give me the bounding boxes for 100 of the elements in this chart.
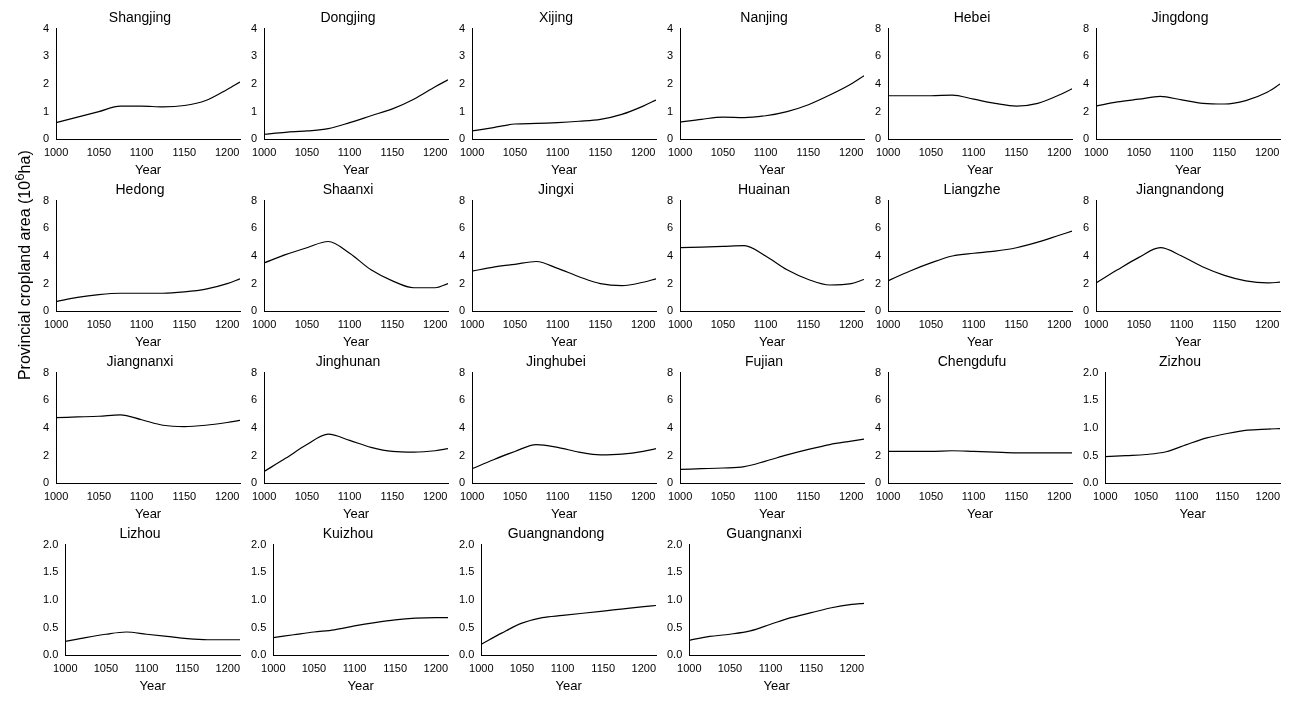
y-tick-label: 4 <box>458 421 466 434</box>
x-tick-label: 1150 <box>588 489 613 502</box>
y-tick-label: 0.0 <box>1082 476 1099 489</box>
chart-title: Guangnandong <box>507 525 605 542</box>
chart-title: Hedong <box>115 181 165 198</box>
y-tick-label: 2.0 <box>1082 365 1099 378</box>
x-tick-label: 1200 <box>630 489 656 502</box>
x-tick-label: 1100 <box>1174 489 1199 502</box>
y-tick-label: 6 <box>874 393 882 406</box>
y-tick-label: 3 <box>42 49 50 62</box>
y-tick-label: 6 <box>458 221 466 234</box>
y-tick-label: 8 <box>666 193 674 206</box>
y-tick-label: 8 <box>1082 193 1090 206</box>
x-tick-label: 1200 <box>422 489 448 502</box>
x-axis-title: Year <box>342 333 370 349</box>
y-tick-label: 2 <box>874 276 882 289</box>
y-tick-label: 1.0 <box>458 593 475 606</box>
x-tick-label: 1200 <box>422 145 448 158</box>
x-axis-title: Year <box>763 677 791 693</box>
y-tick-label: 1 <box>250 104 258 117</box>
chart-title: Shangjing <box>108 9 172 26</box>
chart-title: Jinghubei <box>526 353 586 370</box>
x-tick-label: 1150 <box>591 661 616 674</box>
x-tick-label: 1200 <box>838 317 864 330</box>
y-tick-label: 1.0 <box>42 593 59 606</box>
y-tick-label: 8 <box>458 193 466 206</box>
y-tick-label: 0.5 <box>42 620 59 633</box>
x-tick-label: 1000 <box>677 661 702 674</box>
y-tick-label: 0 <box>458 476 466 489</box>
x-tick-label: 1050 <box>294 145 320 158</box>
y-tick-label: 6 <box>874 49 882 62</box>
y-tick-label: 2.0 <box>666 537 683 550</box>
x-tick-label: 1000 <box>469 661 494 674</box>
y-tick-label: 1.5 <box>458 565 475 578</box>
y-tick-label: 2 <box>42 276 50 289</box>
chart-title: Fujian <box>744 353 784 370</box>
x-tick-label: 1150 <box>383 661 408 674</box>
x-tick-label: 1100 <box>758 661 783 674</box>
y-tick-label: 4 <box>42 21 50 34</box>
y-tick-label: 8 <box>874 365 882 378</box>
x-tick-label: 1150 <box>796 145 821 158</box>
x-axis-title: Year <box>550 161 578 177</box>
line-series <box>56 414 240 428</box>
x-tick-label: 1200 <box>214 489 240 502</box>
x-tick-label: 1200 <box>1254 317 1280 330</box>
x-tick-label: 1200 <box>1046 317 1072 330</box>
y-tick-label: 1.0 <box>666 593 683 606</box>
y-tick-label: 8 <box>42 193 50 206</box>
y-tick-label: 4 <box>666 421 674 434</box>
y-tick-label: 0.5 <box>458 620 475 633</box>
x-tick-label: 1100 <box>129 489 154 502</box>
x-tick-label: 1100 <box>961 489 986 502</box>
x-axis-title: Year <box>966 333 994 349</box>
y-tick-label: 4 <box>42 421 50 434</box>
y-tick-label: 8 <box>874 21 882 34</box>
y-tick-label: 0.0 <box>250 648 267 661</box>
chart-title: Jiangnandong <box>1136 181 1224 198</box>
x-tick-label: 1150 <box>1212 317 1237 330</box>
x-tick-label: 1000 <box>43 489 69 502</box>
y-tick-label: 3 <box>458 49 466 62</box>
y-tick-label: 0 <box>666 304 674 317</box>
x-tick-label: 1050 <box>717 661 743 674</box>
x-tick-label: 1150 <box>588 317 613 330</box>
chart-title: Chengdufu <box>937 353 1007 370</box>
x-tick-label: 1000 <box>875 145 901 158</box>
x-axis-title: Year <box>758 161 786 177</box>
x-tick-label: 1050 <box>502 317 528 330</box>
chart-title: Guangnanxi <box>726 525 802 542</box>
x-tick-label: 1150 <box>380 317 405 330</box>
x-tick-label: 1050 <box>509 661 535 674</box>
y-tick-label: 0 <box>874 476 882 489</box>
y-tick-label: 2 <box>1082 276 1090 289</box>
y-tick-label: 0 <box>458 304 466 317</box>
line-series <box>1105 427 1280 458</box>
x-tick-label: 1200 <box>214 145 240 158</box>
x-tick-label: 1200 <box>1255 489 1281 502</box>
y-tick-label: 2 <box>666 77 674 90</box>
x-tick-label: 1150 <box>172 145 197 158</box>
chart-title: Jiangnanxi <box>106 353 174 370</box>
x-tick-label: 1150 <box>1004 489 1029 502</box>
x-tick-label: 1000 <box>1083 317 1109 330</box>
y-tick-label: 1.5 <box>42 565 59 578</box>
chart-title: Dongjing <box>320 9 376 26</box>
y-tick-label: 2 <box>1082 104 1090 117</box>
y-tick-label: 8 <box>458 365 466 378</box>
y-tick-label: 8 <box>666 365 674 378</box>
x-tick-label: 1050 <box>502 489 528 502</box>
x-tick-label: 1050 <box>301 661 327 674</box>
x-tick-label: 1000 <box>261 661 286 674</box>
y-tick-label: 8 <box>250 365 258 378</box>
y-tick-label: 4 <box>1082 77 1090 90</box>
x-tick-label: 1100 <box>337 317 362 330</box>
x-axis-title: Year <box>550 505 578 521</box>
x-tick-label: 1100 <box>550 661 575 674</box>
y-tick-label: 4 <box>874 77 882 90</box>
y-tick-label: 0 <box>250 304 258 317</box>
x-tick-label: 1000 <box>459 145 485 158</box>
y-tick-label: 4 <box>874 421 882 434</box>
y-tick-label: 2.0 <box>42 537 59 550</box>
x-tick-label: 1050 <box>86 145 112 158</box>
